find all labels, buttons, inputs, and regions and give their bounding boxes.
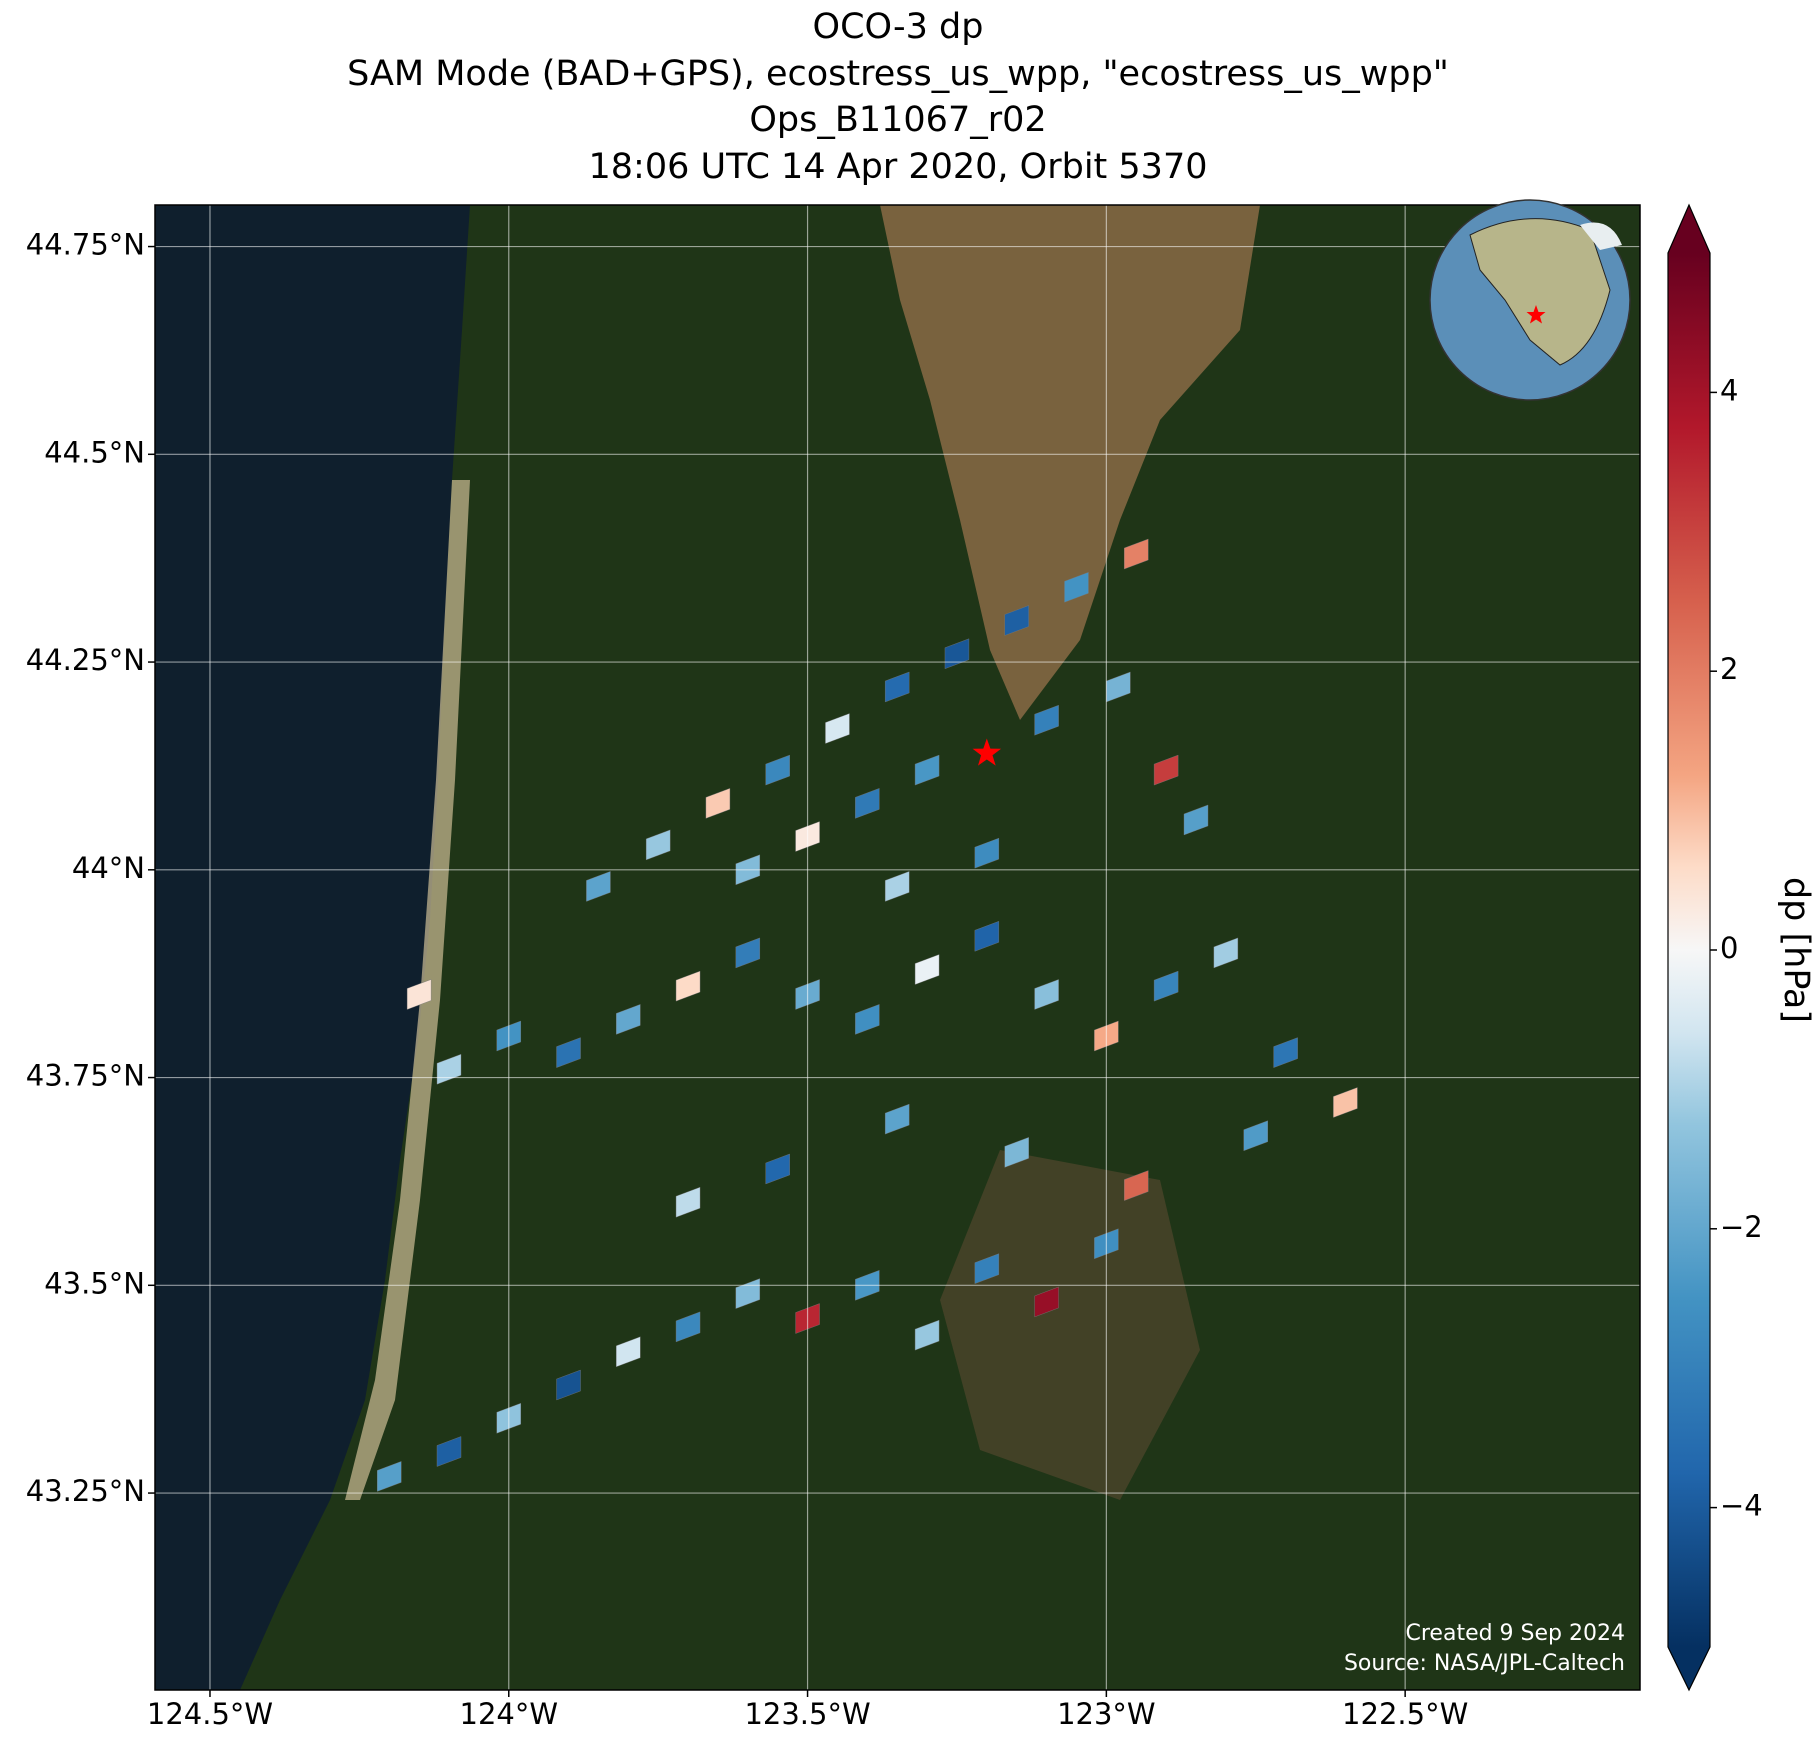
title-line: OCO-3 dp: [813, 7, 984, 47]
colorbar-extend-max: [1668, 205, 1710, 253]
sounding-cell: [1243, 1120, 1268, 1152]
sounding-cell: [1153, 754, 1179, 786]
sounding-cell: [855, 788, 880, 819]
sounding-cell: [1153, 970, 1179, 1002]
valley-south: [940, 1150, 1200, 1500]
target-marker: [972, 738, 1002, 766]
sounding-cell: [1064, 571, 1089, 603]
sounding-cell: [735, 1278, 761, 1309]
title-line: SAM Mode (BAD+GPS), ecostress_us_wpp, "e…: [347, 54, 1449, 94]
sounding-cell: [436, 1436, 462, 1467]
colorbar-outline: [1667, 203, 1711, 1692]
ocean: [155, 205, 470, 1690]
title-line: Ops_B11067_r02: [749, 100, 1046, 140]
sounding-cell: [765, 754, 790, 786]
sounding-cell: [1333, 1087, 1358, 1118]
colorbar-tick-label: 4: [1720, 373, 1738, 407]
beach: [345, 480, 470, 1500]
grid: [155, 205, 1640, 1690]
sounding-cell: [825, 713, 850, 744]
sounding-cell: [974, 920, 1000, 952]
sounding-cell: [974, 1253, 1000, 1284]
sounding-cell: [1183, 804, 1209, 836]
sounding-cell: [616, 1004, 641, 1035]
x-tick-label: 123.5°W: [744, 1697, 870, 1731]
sounding-cell: [675, 970, 701, 1002]
y-tick-label: 44°N: [72, 851, 145, 885]
sounding-cell: [1124, 1170, 1149, 1201]
sounding-cell: [616, 1336, 641, 1368]
colorbar: 4 2 0 −2 −4: [1667, 203, 1763, 1692]
x-tick-label: 123°W: [1057, 1697, 1156, 1731]
sounding-cell: [885, 871, 910, 902]
sounding-cell: [914, 1319, 940, 1351]
valley: [880, 205, 1260, 720]
sounding-cell: [855, 1004, 880, 1035]
y-tick-label: 43.75°N: [26, 1059, 145, 1093]
sounding-cell: [377, 1461, 402, 1492]
footer: Source: NASA/JPL-Caltech: [1344, 1651, 1625, 1676]
title-line: 18:06 UTC 14 Apr 2020, Orbit 5370: [589, 147, 1208, 187]
sounding-cell: [556, 1037, 581, 1068]
globe-inset: [1429, 199, 1631, 401]
sounding-cell: [1034, 704, 1059, 736]
colorbar-label: dp [hPa]: [1776, 877, 1816, 1023]
x-tick-label: 124.5°W: [147, 1697, 273, 1731]
sounding-cell: [1124, 538, 1149, 570]
sounding-cell: [765, 1153, 790, 1185]
sounding-cell: [944, 638, 970, 670]
sounding-cell: [885, 671, 910, 703]
sounding-cell: [586, 871, 611, 902]
x-tick-label: 122.5°W: [1342, 1697, 1468, 1731]
sounding-cell: [556, 1369, 581, 1401]
sounding-cell: [675, 1186, 701, 1218]
y-tick-label: 44.25°N: [26, 643, 145, 677]
map-frame: [154, 204, 1641, 1691]
sounding-cell: [705, 788, 731, 819]
sounding-cell: [645, 829, 671, 861]
colorbar-tick-label: 0: [1720, 931, 1738, 965]
sounding-cell: [1034, 1286, 1059, 1318]
y-tick-label: 44.75°N: [26, 228, 145, 262]
sounding-cell: [675, 1311, 701, 1343]
sounding-cell: [914, 954, 940, 985]
sounding-cell: [406, 979, 432, 1010]
colorbar-body: [1668, 253, 1710, 1647]
footer: Created 9 Sep 2024: [1406, 1621, 1626, 1646]
sounding-cell: [914, 754, 940, 786]
sounding-cell: [974, 837, 1000, 869]
x-tick-label: 124°W: [460, 1697, 559, 1731]
sounding-cell: [436, 1053, 462, 1085]
sounding-cell: [1213, 937, 1239, 969]
continent: [1469, 218, 1611, 366]
colorbar-tick-label: −2: [1720, 1210, 1763, 1244]
y-tick-label: 43.25°N: [26, 1474, 145, 1508]
sounding-cell: [1004, 605, 1029, 636]
globe-marker: [1526, 305, 1546, 324]
map-background: [155, 205, 1640, 1690]
sounding-cell: [1034, 979, 1059, 1010]
sounding-cell: [1004, 1137, 1029, 1168]
colorbar-extend-min: [1668, 1647, 1710, 1690]
colorbar-tick-label: 2: [1720, 652, 1738, 686]
y-tick-label: 44.5°N: [44, 435, 145, 469]
y-tick-label: 43.5°N: [44, 1266, 145, 1300]
sounding-cell: [885, 1103, 910, 1135]
sounding-cell: [1273, 1037, 1298, 1068]
ice: [1580, 222, 1622, 250]
colorbar-tick-label: −4: [1720, 1489, 1763, 1523]
sounding-cell: [735, 937, 761, 969]
